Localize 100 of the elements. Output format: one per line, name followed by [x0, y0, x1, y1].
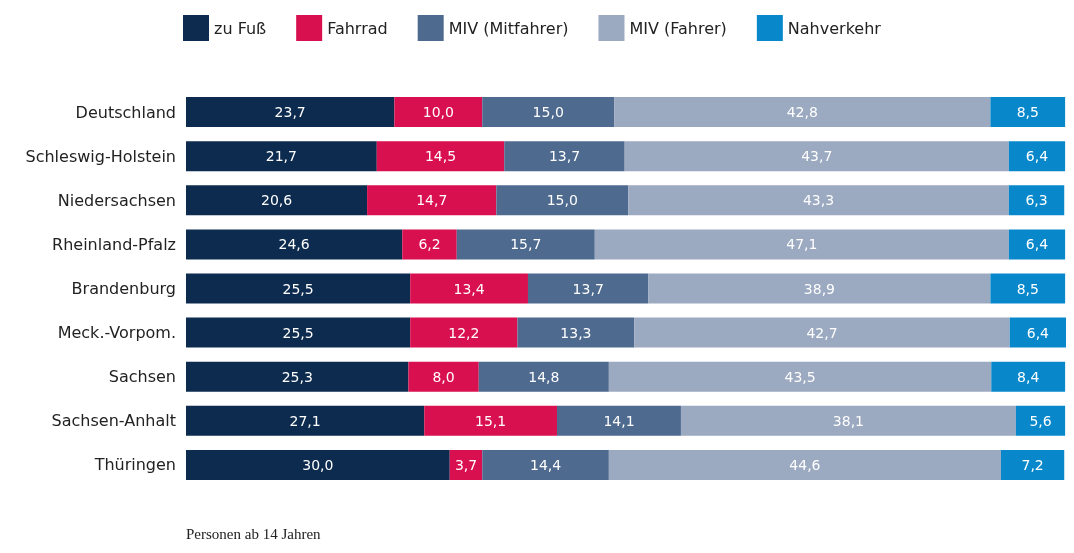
data-label: 8,4 — [1017, 368, 1040, 385]
bar — [186, 317, 411, 348]
data-label: 25,3 — [281, 368, 313, 385]
bar — [991, 361, 1066, 392]
bar — [410, 317, 518, 348]
data-label: 24,6 — [278, 236, 310, 253]
bar — [186, 449, 450, 480]
data-label: 8,0 — [432, 368, 455, 385]
data-label: 43,3 — [802, 192, 835, 209]
data-label: 14,4 — [529, 456, 562, 473]
data-label: 6,2 — [418, 236, 441, 253]
data-label: 7,2 — [1021, 456, 1044, 473]
data-label: 13,3 — [560, 324, 592, 341]
bar — [186, 361, 409, 392]
bar — [186, 141, 377, 172]
data-label: 8,5 — [1016, 280, 1039, 297]
bar — [556, 405, 681, 436]
y-tick-label: Thüringen — [93, 455, 176, 475]
y-tick-label: Niedersachsen — [57, 190, 176, 210]
bar — [456, 229, 595, 260]
data-label: 13,4 — [453, 280, 485, 297]
data-label: 47,1 — [786, 236, 818, 253]
bar — [186, 229, 403, 260]
bar — [990, 97, 1066, 128]
legend-label: MIV (Mitfahrer) — [448, 18, 569, 38]
bar — [482, 97, 615, 128]
data-label: 8,5 — [1016, 104, 1039, 121]
data-label: 6,3 — [1025, 192, 1048, 209]
data-label: 3,7 — [454, 456, 478, 473]
data-label: 12,2 — [448, 324, 480, 341]
bar — [634, 317, 1010, 348]
y-tick-label: Brandenburg — [71, 279, 176, 298]
bar — [482, 449, 609, 480]
bar — [186, 273, 411, 304]
y-tick-label: Meck.-Vorpom. — [57, 323, 176, 343]
data-label: 6,4 — [1025, 148, 1049, 165]
bar — [478, 361, 609, 392]
data-label: 10,0 — [422, 104, 454, 121]
legend-label: MIV (Fahrer) — [629, 18, 727, 38]
legend-label: Nahverkehr — [787, 18, 882, 38]
bar — [1008, 229, 1066, 260]
bar — [527, 273, 649, 304]
bar — [517, 317, 635, 348]
bar — [394, 97, 483, 128]
bar — [614, 97, 991, 128]
bar — [1015, 405, 1066, 436]
data-label: 14,7 — [416, 192, 448, 209]
legend-label: zu Fuß — [214, 18, 267, 38]
bar — [624, 141, 1009, 172]
data-label: 15,0 — [546, 192, 578, 209]
bar — [186, 405, 425, 436]
data-label: 38,1 — [832, 412, 864, 429]
bar — [367, 185, 497, 216]
data-label: 15,0 — [532, 104, 564, 121]
data-label: 25,5 — [282, 280, 314, 297]
bar — [504, 141, 625, 172]
bar — [990, 273, 1066, 304]
bar — [608, 361, 992, 392]
bar — [1008, 185, 1065, 216]
data-label: 23,7 — [274, 104, 306, 121]
data-label: 6,4 — [1025, 236, 1049, 253]
bar — [594, 229, 1009, 260]
y-tick-label: Schleswig-Holstein — [25, 146, 176, 166]
text: Personen ab 14 Jahren — [186, 525, 322, 542]
data-label: 30,0 — [302, 456, 334, 473]
data-label: 38,9 — [803, 280, 835, 297]
y-tick-label: Sachsen — [108, 367, 176, 387]
bar — [402, 229, 457, 260]
bar — [1008, 141, 1066, 172]
bar — [186, 97, 395, 128]
bar — [1000, 449, 1065, 480]
data-label: 43,5 — [784, 368, 816, 385]
bar — [410, 273, 528, 304]
data-label: 27,1 — [289, 412, 321, 429]
data-label: 14,5 — [424, 148, 457, 165]
bar — [648, 273, 991, 304]
bar — [186, 185, 368, 216]
y-tick-label: Deutschland — [75, 102, 176, 122]
bar — [496, 185, 629, 216]
data-label: 42,8 — [786, 104, 818, 121]
data-label: 43,7 — [801, 148, 833, 165]
data-label: 25,5 — [282, 324, 314, 341]
data-label: 6,4 — [1026, 324, 1050, 341]
y-tick-label: Rheinland-Pfalz — [52, 234, 176, 254]
bar — [376, 141, 505, 172]
bar — [628, 185, 1009, 216]
bar — [680, 405, 1016, 436]
data-label: 13,7 — [548, 148, 581, 165]
data-label: 15,7 — [510, 236, 542, 253]
bar — [608, 449, 1001, 480]
data-label: 14,8 — [528, 368, 560, 385]
data-label: 5,6 — [1029, 412, 1052, 429]
data-label: 14,1 — [603, 412, 635, 429]
data-label: 44,6 — [789, 456, 821, 473]
legend-label: Fahrrad — [327, 18, 388, 38]
data-label: 13,7 — [572, 280, 604, 297]
data-label: 15,1 — [475, 412, 507, 429]
bar — [1009, 317, 1066, 348]
data-label: 42,7 — [806, 324, 838, 341]
data-label: 20,6 — [260, 192, 293, 209]
